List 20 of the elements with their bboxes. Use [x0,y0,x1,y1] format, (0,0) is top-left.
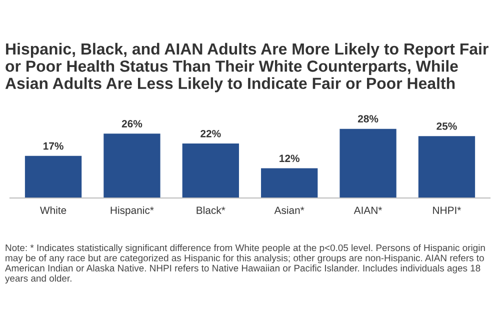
data-label: 28% [358,115,378,122]
data-label: 25% [436,122,457,130]
bar [340,128,396,198]
x-tick-label: NHPI* [433,206,462,214]
bar [182,144,239,198]
x-tick-label: AIAN* [354,206,382,214]
x-tick-label: White [40,206,66,214]
bar [24,156,82,198]
bar [418,136,476,198]
data-label: 17% [44,142,64,150]
data-label: 22% [200,130,221,138]
bar [104,134,160,198]
text: Note: * Indicates statistically significant difference from White people at the p<0.05 level. Persons of Hispanic origin may be of any race but are categorized as Hispanic for this analysis; other groups are non-Hispanic. AIAN refers to American Indian or Alaska Native. NHPI refers to Native Hawaiian or Pacific Islander. Includes individuals ages 18 years and older. [5,244,485,284]
data-label: 12% [280,154,300,162]
x-tick-label: Asian* [274,206,304,214]
data-label: 26% [122,120,142,128]
x-tick-label: Black* [196,206,226,214]
bar [261,168,318,198]
x-tick-label: Hispanic* [110,206,154,216]
chart-title: Hispanic, Black, and AIAN Adults Are More Likely to Report Fair or Poor Health Status Than Their White Counterparts, While Asian Adults Are Less Likely to Indicate Fair or Poor Health [5,42,488,92]
